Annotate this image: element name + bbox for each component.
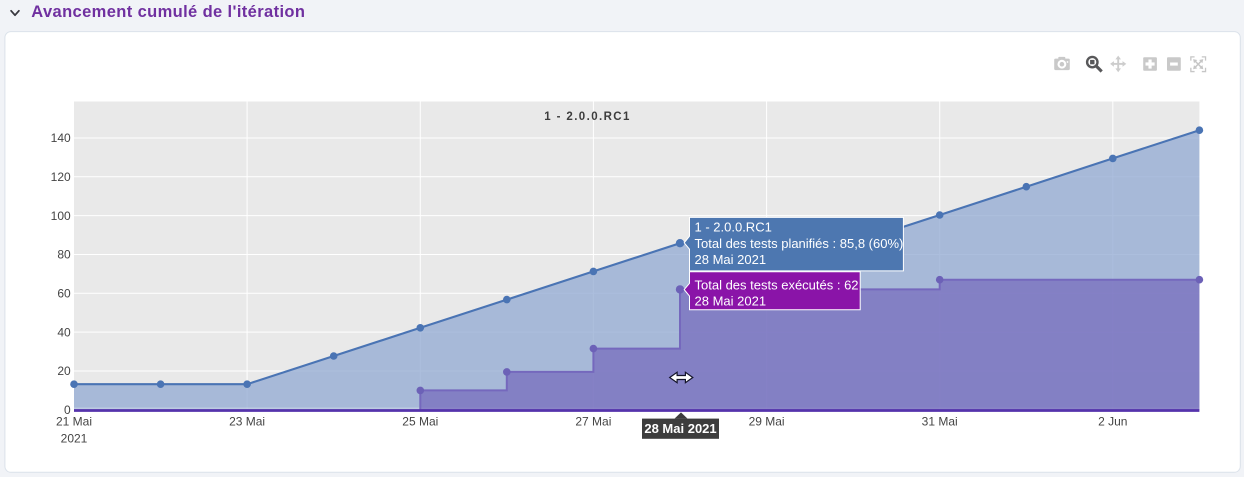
svg-text:20: 20 xyxy=(57,364,71,378)
svg-text:2021: 2021 xyxy=(61,432,88,446)
svg-text:21 Mai: 21 Mai xyxy=(56,415,92,429)
svg-text:80: 80 xyxy=(57,248,71,262)
svg-text:27 Mai: 27 Mai xyxy=(575,415,611,429)
svg-text:23 Mai: 23 Mai xyxy=(229,415,265,429)
svg-text:140: 140 xyxy=(51,131,71,145)
svg-text:1 - 2.0.0.RC1: 1 - 2.0.0.RC1 xyxy=(544,111,631,123)
svg-text:60: 60 xyxy=(57,287,71,301)
svg-text:100: 100 xyxy=(51,209,71,223)
svg-text:40: 40 xyxy=(57,325,71,339)
svg-text:1 - 2.0.0.RC1: 1 - 2.0.0.RC1 xyxy=(695,219,772,234)
svg-text:2 Jun: 2 Jun xyxy=(1098,415,1127,429)
svg-text:Avancement cumulé de l'itérati: Avancement cumulé de l'itération xyxy=(31,3,305,21)
svg-text:0: 0 xyxy=(64,403,71,417)
svg-text:29 Mai: 29 Mai xyxy=(749,415,785,429)
svg-text:Total des tests exécutés : 62: Total des tests exécutés : 62 xyxy=(695,277,859,292)
svg-text:28 Mai 2021: 28 Mai 2021 xyxy=(644,421,716,436)
svg-text:120: 120 xyxy=(51,170,71,184)
svg-text:Total des tests planifiés : 85: Total des tests planifiés : 85,8 (60%) xyxy=(695,236,904,251)
svg-text:31 Mai: 31 Mai xyxy=(922,415,958,429)
svg-text:25 Mai: 25 Mai xyxy=(402,415,438,429)
svg-text:28 Mai 2021: 28 Mai 2021 xyxy=(695,252,767,267)
svg-text:28 Mai 2021: 28 Mai 2021 xyxy=(695,293,767,308)
